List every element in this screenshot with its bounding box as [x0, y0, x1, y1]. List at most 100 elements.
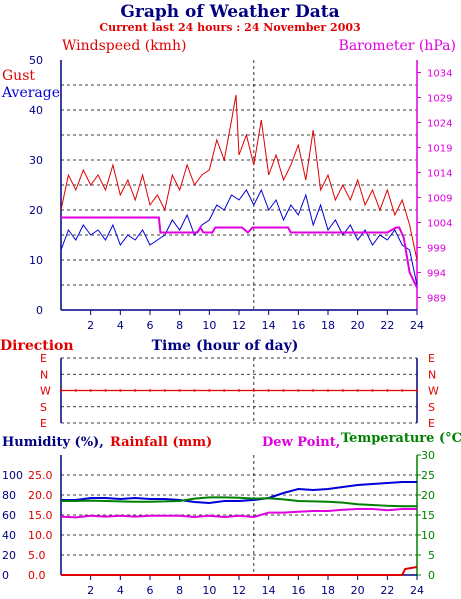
series-line-temperature — [61, 496, 417, 508]
lower-x-tick-label: 12 — [232, 584, 246, 597]
direction-left-label: E — [40, 417, 47, 430]
x-tick-label: 10 — [202, 319, 216, 332]
series-line-barometer — [61, 216, 418, 288]
left-tick-label: 50 — [29, 54, 43, 67]
humidity-tick-label: 20 — [2, 549, 16, 562]
rainfall-title: Rainfall (mm) — [110, 435, 212, 450]
direction-point — [282, 389, 285, 392]
direction-point — [400, 389, 404, 392]
x-tick-label: 14 — [262, 319, 276, 332]
right-tick-label: 1024 — [427, 119, 452, 130]
page-title: Graph of Weather Data — [120, 2, 339, 22]
direction-point — [297, 389, 300, 392]
series-line-rainfall — [61, 566, 418, 576]
direction-point — [267, 389, 270, 392]
direction-left-label: W — [40, 385, 51, 398]
direction-point — [133, 389, 137, 392]
lower-x-tick-label: 22 — [380, 584, 394, 597]
direction-point — [326, 389, 330, 392]
direction-point — [104, 389, 107, 392]
humidity-tick-label: 0 — [2, 569, 9, 582]
x-tick-label: 24 — [410, 319, 424, 332]
legend-gust: Gust — [2, 68, 35, 84]
rainfall-tick-label: 25.0 — [28, 469, 53, 482]
direction-left-label: N — [40, 368, 48, 381]
direction-point — [74, 389, 78, 392]
lower-x-tick-label: 16 — [291, 584, 305, 597]
direction-right-label: E — [428, 352, 435, 365]
rainfall-tick-label: 20.0 — [28, 489, 53, 502]
direction-right-label: S — [428, 401, 435, 414]
series-line-dew-point — [60, 508, 417, 519]
direction-point — [415, 389, 419, 392]
temperature-tick-label: 20 — [421, 489, 435, 502]
series-line-gust — [60, 94, 418, 261]
direction-title: Direction — [0, 338, 74, 354]
temperature-tick-label: 10 — [421, 529, 435, 542]
direction-right-label: E — [428, 417, 435, 430]
x-tick-label: 12 — [232, 319, 246, 332]
direction-point — [119, 389, 122, 392]
right-tick-label: 999 — [427, 244, 446, 255]
left-tick-label: 40 — [29, 104, 43, 117]
legend-average: Average — [1, 85, 60, 101]
rainfall-tick-label: 0.0 — [28, 569, 46, 582]
temperature-tick-label: 5 — [428, 549, 435, 562]
direction-point — [178, 389, 181, 392]
direction-left-label: S — [40, 401, 47, 414]
x-tick-label: 4 — [117, 319, 124, 332]
x-tick-label: 8 — [176, 319, 183, 332]
left-tick-label: 20 — [29, 204, 43, 217]
direction-point — [237, 389, 241, 392]
right-tick-label: 989 — [427, 294, 446, 305]
direction-point — [59, 389, 63, 392]
humidity-title: Humidity (%), — [2, 435, 104, 450]
x-tick-label: 20 — [351, 319, 365, 332]
right-tick-label: 1034 — [427, 69, 452, 80]
lower-x-tick-label: 4 — [117, 584, 124, 597]
lower-x-tick-label: 6 — [147, 584, 154, 597]
temperature-tick-label: 25 — [421, 469, 435, 482]
right-tick-label: 1004 — [427, 219, 452, 230]
temperature-title: Temperature (°C) — [341, 431, 461, 446]
humidity-tick-label: 100 — [2, 469, 23, 482]
rainfall-tick-label: 5.0 — [28, 549, 46, 562]
direction-point — [163, 389, 167, 392]
right-tick-label: 1009 — [427, 194, 452, 205]
barometer-axis-title: Barometer (hPa) — [339, 38, 456, 54]
lower-x-tick-label: 18 — [321, 584, 335, 597]
right-tick-label: 1019 — [427, 144, 452, 155]
direction-point — [222, 389, 226, 392]
humidity-tick-label: 60 — [2, 509, 16, 522]
direction-point — [193, 389, 196, 392]
x-tick-label: 18 — [321, 319, 335, 332]
lower-x-tick-label: 8 — [176, 584, 183, 597]
direction-right-label: W — [428, 385, 439, 398]
direction-point — [208, 389, 211, 392]
direction-point — [341, 389, 345, 392]
left-tick-label: 30 — [29, 154, 43, 167]
temperature-tick-label: 0 — [428, 569, 435, 582]
x-tick-label: 2 — [87, 319, 94, 332]
lower-x-tick-label: 14 — [262, 584, 276, 597]
direction-point — [89, 389, 92, 392]
rainfall-tick-label: 15.0 — [28, 509, 53, 522]
temperature-tick-label: 15 — [421, 509, 435, 522]
series-line-average — [60, 188, 418, 286]
direction-point — [252, 389, 256, 392]
direction-point — [311, 389, 315, 392]
lower-x-tick-label: 24 — [410, 584, 424, 597]
humidity-tick-label: 80 — [2, 489, 16, 502]
direction-right-label: N — [428, 368, 436, 381]
direction-point — [371, 389, 374, 392]
right-tick-label: 994 — [427, 269, 446, 280]
page-subtitle: Current last 24 hours : 24 November 2003 — [99, 21, 360, 34]
x-tick-label: 16 — [291, 319, 305, 332]
windspeed-axis-title: Windspeed (kmh) — [62, 38, 186, 54]
dewpoint-title: Dew Point, — [262, 435, 340, 450]
direction-point — [386, 389, 389, 392]
lower-x-tick-label: 20 — [351, 584, 365, 597]
chart-marks: 0102030405098999499910041009101410191024… — [2, 54, 452, 597]
